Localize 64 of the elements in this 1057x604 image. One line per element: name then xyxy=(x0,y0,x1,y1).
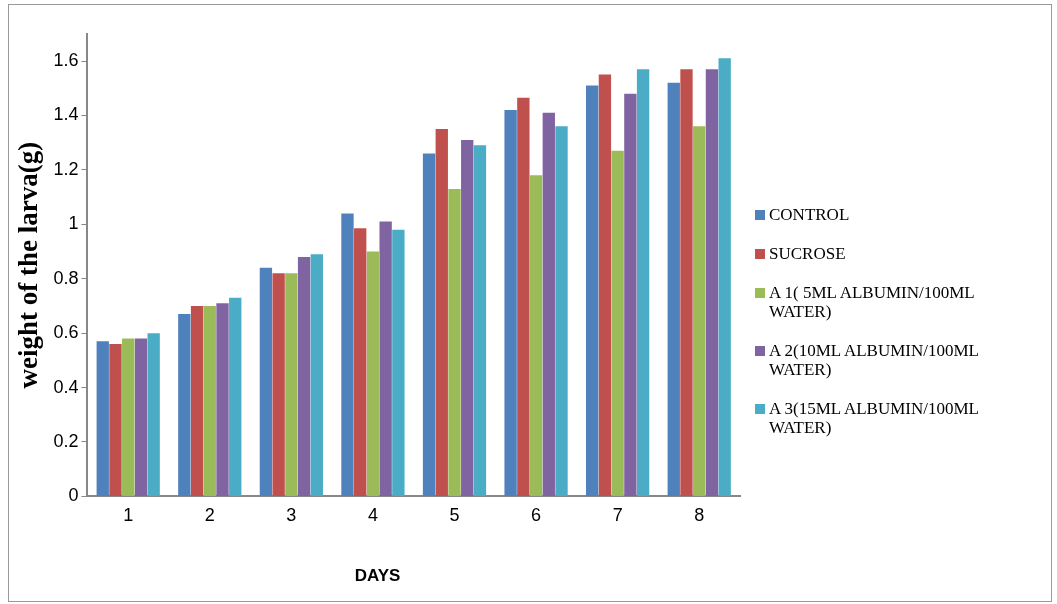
x-tick-label: 3 xyxy=(286,505,297,526)
bar xyxy=(366,251,380,496)
x-tick-label: 2 xyxy=(204,505,215,526)
bar xyxy=(667,82,680,496)
x-tick-label: 5 xyxy=(449,505,460,526)
y-tick-label: 0.2 xyxy=(53,430,79,451)
bar xyxy=(611,150,624,496)
bar xyxy=(448,188,461,496)
bar xyxy=(422,153,436,496)
legend-label: A 2(10ML ALBUMIN/100ML WATER) xyxy=(769,341,980,379)
bar xyxy=(586,85,599,496)
bar xyxy=(178,314,191,496)
bar xyxy=(529,175,543,496)
bar xyxy=(285,273,298,496)
bar xyxy=(190,305,204,496)
bar xyxy=(680,69,693,496)
bar xyxy=(122,338,135,496)
bar xyxy=(134,338,148,496)
bar xyxy=(379,221,392,496)
y-tick-label: 1.6 xyxy=(53,49,79,70)
bar xyxy=(435,129,448,496)
legend-label: A 1( 5ML ALBUMIN/100ML WATER) xyxy=(769,283,976,321)
bar xyxy=(341,213,354,496)
bar xyxy=(354,228,367,496)
x-tick-label: 8 xyxy=(694,505,705,526)
y-tick-label: 0.8 xyxy=(53,267,79,288)
y-tick-label: 1.2 xyxy=(53,158,79,179)
bar xyxy=(517,97,530,496)
legend-label: SUCROSE xyxy=(769,244,847,263)
bar xyxy=(636,69,650,496)
x-tick-label: 6 xyxy=(531,505,542,526)
bar xyxy=(259,267,273,496)
bar xyxy=(598,74,612,496)
bar xyxy=(693,126,706,496)
bar xyxy=(392,229,405,496)
y-tick-label: 0.6 xyxy=(53,322,79,343)
bar xyxy=(147,333,160,496)
bar xyxy=(504,109,517,496)
bar xyxy=(216,303,229,496)
y-tick-label: 1.4 xyxy=(53,104,79,125)
bar xyxy=(272,273,285,496)
y-tick-label: 1 xyxy=(68,213,79,234)
bar xyxy=(109,344,122,496)
legend-label: CONTROL xyxy=(769,205,851,224)
bar xyxy=(297,256,311,496)
y-axis-title: weight of the larva(g) xyxy=(13,141,44,389)
bar xyxy=(473,145,487,496)
x-tick-label: 1 xyxy=(123,505,134,526)
x-axis-title: DAYS xyxy=(353,566,402,586)
y-tick-label: 0 xyxy=(68,485,79,506)
bar xyxy=(555,126,568,496)
bar xyxy=(229,297,242,496)
bar xyxy=(96,341,109,496)
x-tick-label: 4 xyxy=(367,505,378,526)
x-tick-label: 7 xyxy=(612,505,623,526)
bar xyxy=(705,69,719,496)
legend-label: A 3(15ML ALBUMIN/100ML WATER) xyxy=(769,399,980,437)
y-tick-label: 0.4 xyxy=(53,376,79,397)
bar xyxy=(310,254,323,496)
bar xyxy=(203,305,216,496)
bar xyxy=(542,112,555,496)
bar xyxy=(461,139,474,496)
bar xyxy=(624,93,637,496)
bar xyxy=(718,58,731,496)
